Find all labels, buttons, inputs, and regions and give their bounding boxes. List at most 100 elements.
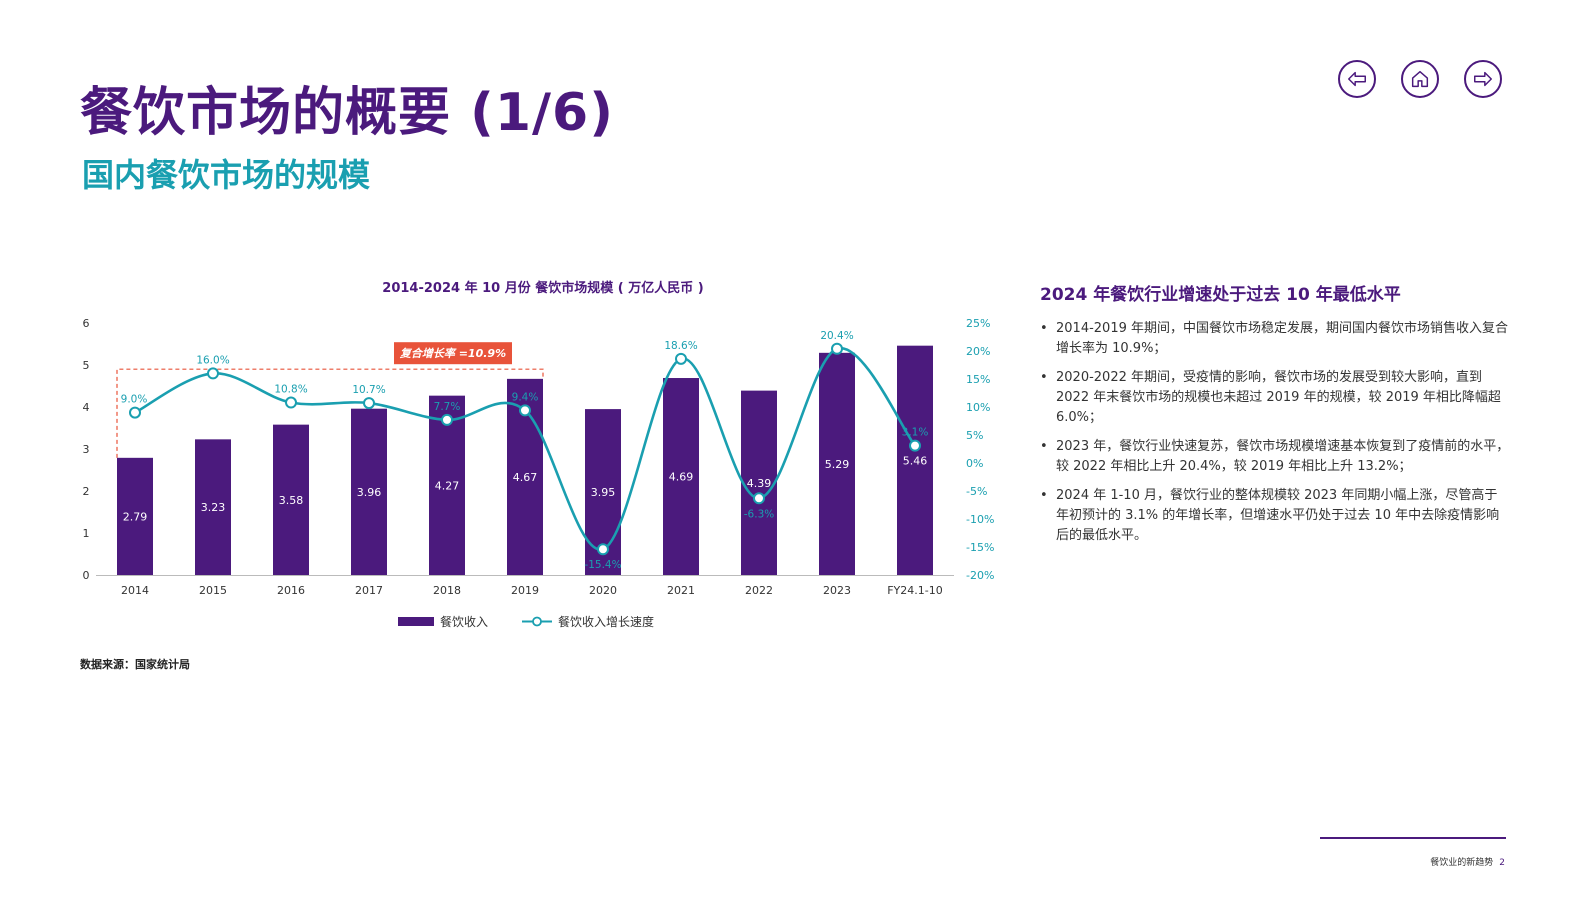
- growth-value-label: 3.1%: [902, 427, 929, 439]
- bar-value-label: 4.27: [435, 479, 460, 492]
- insight-bullet: 2014-2019 年期间，中国餐饮市场稳定发展，期间国内餐饮市场销售收入复合增…: [1040, 319, 1510, 359]
- insight-bullet: 2023 年，餐饮行业快速复苏，餐饮市场规模增速基本恢复到了疫情前的水平，较 2…: [1040, 437, 1510, 477]
- growth-point: [597, 543, 609, 556]
- bar-value-label: 3.58: [279, 494, 304, 507]
- growth-point: [675, 352, 687, 365]
- legend-line-label: 餐饮收入增长速度: [558, 614, 654, 629]
- growth-point: [441, 413, 453, 426]
- right-tick-label: 5%: [966, 429, 983, 442]
- right-tick-label: 10%: [966, 401, 990, 414]
- category-label: 2023: [823, 584, 851, 597]
- growth-value-label: 9.0%: [121, 394, 148, 406]
- home-icon: [1411, 70, 1429, 88]
- category-label: 2020: [589, 584, 617, 597]
- growth-point: [831, 342, 843, 355]
- bar: [897, 345, 933, 575]
- left-tick-label: 2: [83, 485, 90, 498]
- x-axis: 2014 2015 2016 2017 2018 2019 2020 2021 2022 2023…: [96, 575, 954, 597]
- left-tick-label: 0: [83, 569, 90, 582]
- legend-bar-label: 餐饮收入: [440, 614, 488, 629]
- right-tick-label: 0%: [966, 457, 983, 470]
- cagr-label-box: [394, 342, 512, 365]
- bar: [195, 439, 231, 575]
- bar: [741, 390, 777, 575]
- bar-value-label: 4.39: [747, 477, 772, 490]
- category-label: 2016: [277, 584, 305, 597]
- category-label: 2015: [199, 584, 227, 597]
- footer: 餐饮业的新趋势 2: [1430, 855, 1505, 868]
- bar: [819, 352, 855, 575]
- line-series: 9.0% 16.0% 10.8% 10.7% 7.7% 9.4% -15.4% 18.6% -6…: [121, 330, 929, 571]
- right-tick-label: -15%: [966, 541, 994, 554]
- legend-bar-swatch: [398, 617, 434, 626]
- legend-line-marker: [532, 616, 542, 627]
- page-title: 餐饮市场的概要 (1/6): [80, 83, 614, 143]
- growth-point: [129, 406, 141, 419]
- category-label: 2021: [667, 584, 695, 597]
- left-tick-label: 1: [83, 527, 90, 540]
- right-tick-label: -5%: [966, 485, 987, 498]
- left-tick-label: 6: [83, 317, 90, 330]
- bar-value-label: 5.29: [825, 458, 850, 471]
- page-number: 2: [1499, 858, 1505, 868]
- prev-page-button[interactable]: [1338, 60, 1376, 98]
- next-page-button[interactable]: [1464, 60, 1502, 98]
- bar: [351, 408, 387, 575]
- bar: [117, 457, 153, 575]
- left-tick-label: 3: [83, 443, 90, 456]
- left-tick-label: 4: [83, 401, 90, 414]
- footer-divider: [1320, 837, 1506, 839]
- bar-value-label: 3.95: [591, 486, 616, 499]
- home-button[interactable]: [1401, 60, 1439, 98]
- cagr-bracket: [116, 368, 544, 458]
- cagr-annotation: 复合增长率 =10.9%: [116, 342, 544, 458]
- restaurant-market-chart: 2014-2024 年 10 月份 餐饮市场规模 ( 万亿人民币 ) 0 1 2 3 4…: [0, 265, 1010, 654]
- bar-value-label: 3.23: [201, 501, 226, 514]
- insight-bullet: 2020-2022 年期间，受疫情的影响，餐饮市场的发展受到较大影响，直到 20…: [1040, 368, 1510, 428]
- growth-value-label: 20.4%: [820, 330, 853, 342]
- growth-point: [285, 396, 297, 409]
- right-tick-label: -20%: [966, 569, 994, 582]
- growth-value-label: -15.4%: [584, 559, 621, 571]
- insight-list: 2014-2019 年期间，中国餐饮市场稳定发展，期间国内餐饮市场销售收入复合增…: [1040, 319, 1510, 546]
- chart-legend: 餐饮收入 餐饮收入增长速度: [398, 614, 654, 629]
- growth-point: [207, 367, 219, 380]
- bar-value-label: 2.79: [123, 510, 148, 523]
- growth-point: [519, 404, 531, 417]
- data-source: 数据来源：国家统计局: [80, 658, 190, 671]
- page-subtitle: 国内餐饮市场的规模: [82, 156, 371, 194]
- arrow-right-icon: [1474, 71, 1492, 87]
- bar-series: 2.79 3.23 3.58 3.96 4.27 4.67 3.95 4.69 4.39 5.29…: [117, 345, 933, 575]
- footer-text: 餐饮业的新趋势: [1430, 858, 1494, 868]
- arrow-left-icon: [1348, 71, 1366, 87]
- insight-panel: 2024 年餐饮行业增速处于过去 10 年最低水平 2014-2019 年期间，…: [1040, 280, 1510, 555]
- insight-bullet: 2024 年 1-10 月，餐饮行业的整体规模较 2023 年同期小幅上涨，尽管…: [1040, 486, 1510, 546]
- bar: [663, 378, 699, 575]
- category-label: 2022: [745, 584, 773, 597]
- category-label: 2017: [355, 584, 383, 597]
- left-tick-label: 5: [83, 359, 90, 372]
- growth-value-label: -6.3%: [744, 508, 774, 520]
- category-label: 2014: [121, 584, 149, 597]
- right-axis: -20% -15% -10% -5% 0% 5% 10% 15% 20% 25%: [966, 317, 994, 582]
- bar: [273, 424, 309, 575]
- bar-value-label: 5.46: [903, 454, 928, 467]
- cagr-label: 复合增长率 =10.9%: [399, 347, 506, 360]
- growth-value-label: 9.4%: [512, 391, 539, 403]
- chart-title: 2014-2024 年 10 月份 餐饮市场规模 ( 万亿人民币 ): [382, 280, 703, 296]
- category-label: 2018: [433, 584, 461, 597]
- growth-value-label: 10.7%: [352, 384, 385, 396]
- bar-value-label: 4.69: [669, 471, 694, 484]
- chart-canvas: 2014-2024 年 10 月份 餐饮市场规模 ( 万亿人民币 ) 0 1 2 3 4…: [83, 280, 995, 629]
- right-tick-label: -10%: [966, 513, 994, 526]
- growth-value-label: 10.8%: [274, 384, 307, 396]
- category-label: FY24.1-10: [887, 584, 943, 597]
- bar-value-label: 4.67: [513, 471, 538, 484]
- right-tick-label: 20%: [966, 345, 990, 358]
- growth-value-label: 7.7%: [434, 401, 461, 413]
- growth-point: [909, 439, 921, 452]
- growth-value-label: 18.6%: [664, 340, 697, 352]
- right-tick-label: 25%: [966, 317, 990, 330]
- bar-value-label: 3.96: [357, 486, 382, 499]
- growth-point: [363, 397, 375, 410]
